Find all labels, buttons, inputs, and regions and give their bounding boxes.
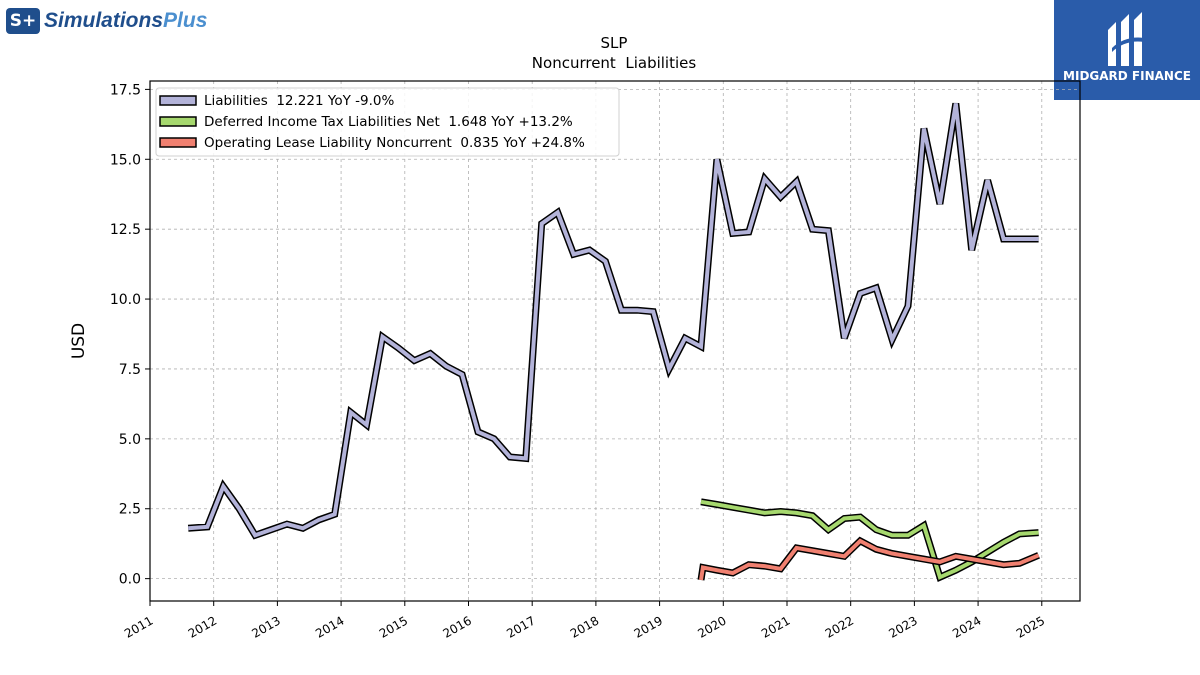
series-line-liabilities [188, 103, 1039, 538]
legend-swatch [159, 137, 197, 148]
legend-entry: Liabilities 12.221 YoY -9.0% [204, 93, 394, 109]
series-line-operating-lease-liability-noncurrent [699, 538, 1040, 581]
chart-subtitle: Noncurrent Liabilities [532, 54, 697, 72]
legend-entry: Deferred Income Tax Liabilities Net 1.64… [204, 114, 573, 130]
plot-frame [149, 80, 1081, 602]
x-tick-label: 2014 [313, 613, 346, 640]
x-tick-label: 2018 [568, 613, 601, 640]
logo-name-part1: Simulations [44, 9, 164, 32]
y-axis-label: USD [69, 323, 89, 359]
series-outline-liabilities [187, 102, 1039, 540]
x-tick-label: 2025 [1014, 613, 1047, 640]
y-tick-label: 12.5 [110, 222, 141, 238]
x-tick-label: 2012 [186, 613, 219, 640]
x-tick-label: 2023 [886, 613, 919, 640]
chart-title: SLP [601, 34, 628, 52]
legend-box [155, 87, 620, 157]
midgard-finance-emblem-icon [1108, 12, 1144, 66]
x-tick-label: 2022 [823, 613, 856, 640]
x-tick-label: 2017 [504, 613, 537, 640]
y-tick-label: 15.0 [110, 152, 141, 168]
x-tick-label: 2021 [759, 613, 792, 640]
logo-name-part2: Plus [163, 9, 208, 32]
simulations-plus-logo: S+ SimulationsPlus [6, 6, 207, 36]
x-tick-label: 2019 [632, 613, 665, 640]
simulations-plus-badge: S+ [6, 8, 40, 34]
x-tick-label: 2011 [122, 613, 155, 640]
midgard-finance-text: MIDGARD FINANCE [1063, 69, 1191, 83]
series-layer [187, 102, 1040, 582]
y-tick-label: 0.0 [119, 572, 141, 588]
legend-entry: Operating Lease Liability Noncurrent 0.8… [204, 135, 585, 151]
legend-swatch [159, 116, 197, 127]
x-tick-label: 2020 [695, 613, 728, 640]
x-tick-label: 2016 [441, 613, 474, 640]
legend-swatch [159, 95, 197, 106]
y-tick-label: 2.5 [119, 502, 141, 518]
x-tick-label: 2013 [249, 613, 282, 640]
x-tick-label: 2024 [950, 613, 983, 640]
y-tick-label: 7.5 [119, 362, 141, 378]
y-tick-label: 10.0 [110, 292, 141, 308]
y-tick-label: 5.0 [119, 432, 141, 448]
y-tick-label: 17.5 [110, 82, 141, 98]
simulations-plus-wordmark: SimulationsPlus [44, 9, 207, 33]
x-tick-label: 2015 [377, 613, 410, 640]
legend: Liabilities 12.221 YoY -9.0% Deferred Inc… [155, 87, 620, 157]
midgard-finance-logo: MIDGARD FINANCE [1054, 0, 1200, 100]
